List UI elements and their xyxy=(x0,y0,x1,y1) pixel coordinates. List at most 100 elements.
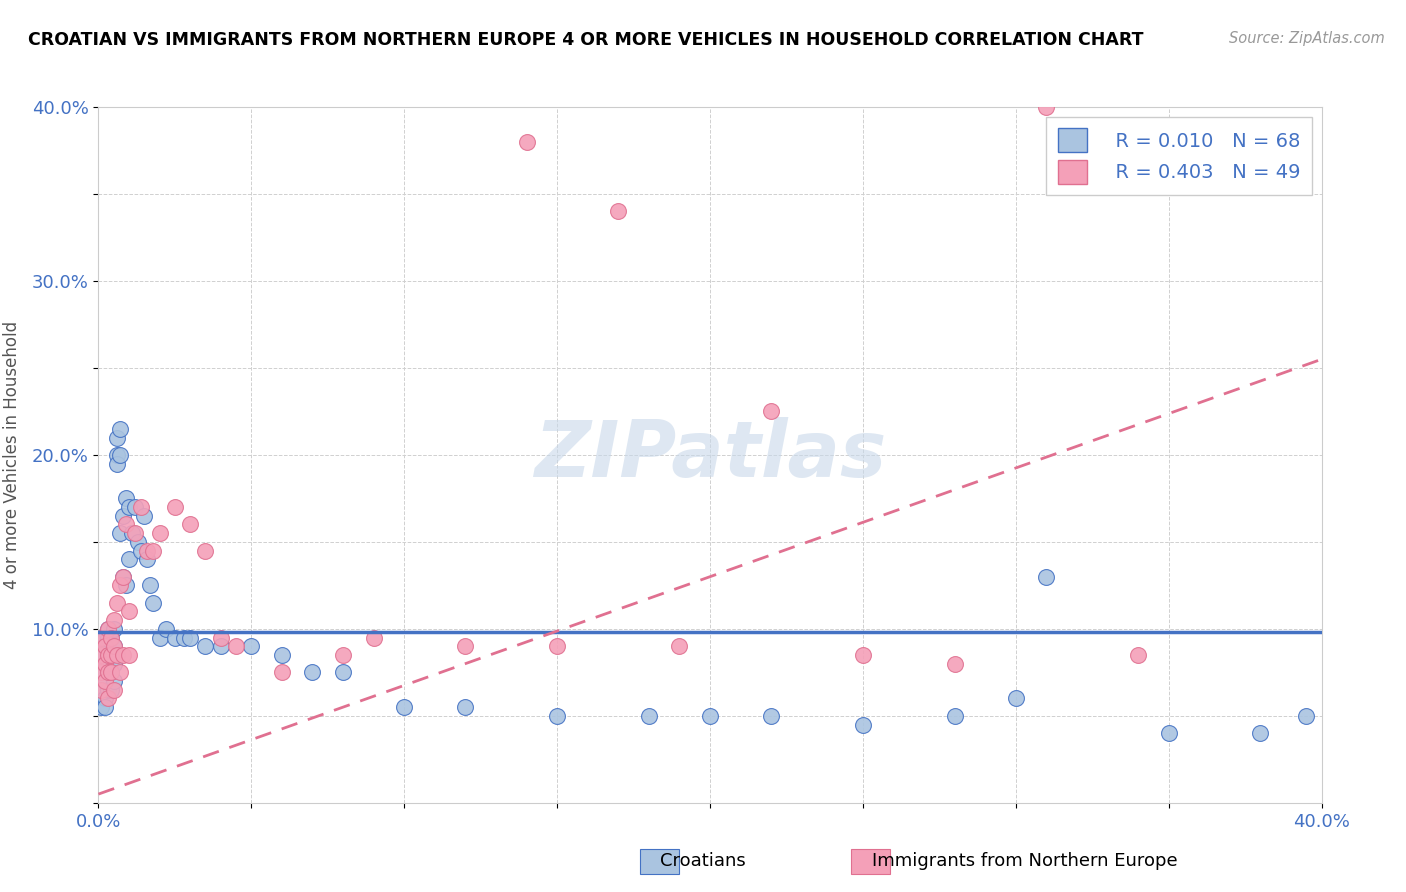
Point xyxy=(93,691,115,706)
Point xyxy=(121,526,143,541)
Point xyxy=(209,631,232,645)
Point xyxy=(194,543,217,558)
Text: Immigrants from Northern Europe: Immigrants from Northern Europe xyxy=(872,852,1177,870)
Point xyxy=(90,631,112,645)
Point xyxy=(194,639,217,653)
Point xyxy=(1035,100,1057,114)
Point xyxy=(115,517,138,532)
Point xyxy=(149,526,172,541)
Point xyxy=(136,543,159,558)
Point xyxy=(105,457,128,471)
Point xyxy=(136,552,159,566)
Point xyxy=(332,665,354,680)
Point xyxy=(97,665,120,680)
Point xyxy=(179,631,201,645)
Point xyxy=(108,665,131,680)
Point xyxy=(93,657,115,671)
Point xyxy=(103,622,125,636)
Point xyxy=(129,500,152,514)
Point xyxy=(100,665,122,680)
Point xyxy=(852,717,875,731)
Point xyxy=(97,648,120,662)
Text: Croatians: Croatians xyxy=(661,852,745,870)
Point xyxy=(118,605,141,619)
Point xyxy=(454,700,477,714)
Point xyxy=(118,552,141,566)
Point xyxy=(127,534,149,549)
Point xyxy=(301,665,323,680)
Point xyxy=(173,631,195,645)
Point xyxy=(270,648,292,662)
Point xyxy=(105,648,128,662)
Point xyxy=(668,639,690,653)
Point xyxy=(90,648,112,662)
Point xyxy=(100,631,122,645)
Point xyxy=(103,613,125,627)
Point xyxy=(699,708,721,723)
Point xyxy=(105,596,128,610)
Point xyxy=(124,526,146,541)
Point xyxy=(97,691,120,706)
Point xyxy=(1295,708,1317,723)
Text: Source: ZipAtlas.com: Source: ZipAtlas.com xyxy=(1229,31,1385,46)
Point xyxy=(363,631,385,645)
Point xyxy=(111,570,134,584)
Point xyxy=(516,135,538,149)
Point xyxy=(163,500,186,514)
Point xyxy=(97,631,120,645)
Point xyxy=(163,631,186,645)
Point xyxy=(97,682,120,697)
Point xyxy=(392,700,416,714)
Point xyxy=(93,657,115,671)
Point xyxy=(100,665,122,680)
Point xyxy=(1004,691,1026,706)
Point xyxy=(100,682,122,697)
Point xyxy=(93,631,115,645)
Point xyxy=(209,639,232,653)
Point xyxy=(155,622,177,636)
Point xyxy=(142,596,165,610)
Point xyxy=(943,708,966,723)
Point xyxy=(1157,726,1180,740)
Point xyxy=(115,491,138,506)
Point xyxy=(90,665,112,680)
Point xyxy=(100,648,122,662)
Point xyxy=(115,578,138,592)
Point xyxy=(111,570,134,584)
Point xyxy=(100,631,122,645)
Point xyxy=(108,448,131,462)
Point xyxy=(103,639,125,653)
Point xyxy=(97,665,120,680)
Point xyxy=(118,500,141,514)
Point xyxy=(90,665,112,680)
Point xyxy=(225,639,247,653)
Point xyxy=(90,648,112,662)
Point xyxy=(90,682,112,697)
Point xyxy=(97,648,120,662)
Point xyxy=(103,639,125,653)
Point xyxy=(129,543,152,558)
Point xyxy=(118,648,141,662)
Point xyxy=(97,622,120,636)
Point xyxy=(103,657,125,671)
Point xyxy=(637,708,661,723)
Point xyxy=(1128,648,1150,662)
Point xyxy=(111,508,134,523)
Point xyxy=(134,508,156,523)
Point xyxy=(111,648,134,662)
Point xyxy=(546,708,568,723)
Point xyxy=(546,639,568,653)
Point xyxy=(1249,726,1271,740)
Point xyxy=(105,431,128,445)
Point xyxy=(607,204,630,219)
Point xyxy=(759,708,782,723)
Point xyxy=(90,700,112,714)
Point xyxy=(103,674,125,689)
Point xyxy=(90,631,112,645)
Point xyxy=(943,657,966,671)
Text: CROATIAN VS IMMIGRANTS FROM NORTHERN EUROPE 4 OR MORE VEHICLES IN HOUSEHOLD CORR: CROATIAN VS IMMIGRANTS FROM NORTHERN EUR… xyxy=(28,31,1143,49)
Point xyxy=(332,648,354,662)
Point xyxy=(759,404,782,418)
Point xyxy=(105,448,128,462)
Point xyxy=(108,526,131,541)
